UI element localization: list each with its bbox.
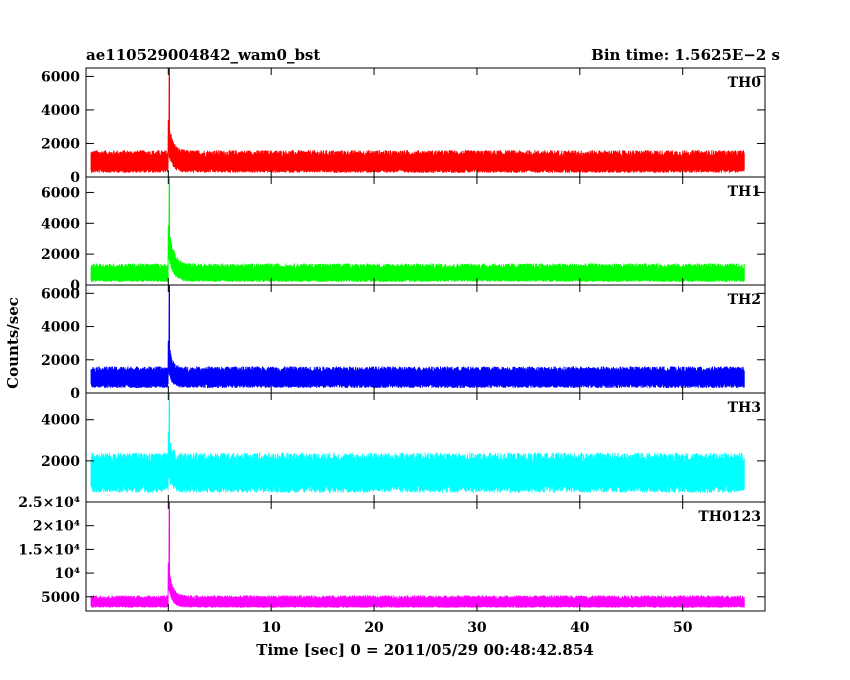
series-line-th2: [90, 284, 745, 389]
panel-th0: 0 2000 4000 6000 TH0: [41, 67, 766, 186]
panel-frame: [85, 501, 766, 612]
series-line-th1: [90, 176, 745, 282]
y-tick-label: 0: [70, 386, 80, 402]
y-tick-label: 2000: [41, 454, 80, 470]
panel-label-th3: TH3: [728, 400, 761, 416]
panel-label-th0: TH0: [728, 75, 762, 91]
y-axis-label: Counts/sec: [4, 297, 22, 389]
y-tick-label: 10⁴: [54, 566, 80, 582]
series-line-th0123: [90, 501, 745, 608]
y-tick-label: 0: [70, 170, 80, 186]
x-tick-label: 50: [673, 620, 693, 636]
series-line-th0: [90, 67, 745, 173]
x-tick-label: 20: [364, 620, 384, 636]
y-tick-label: 2×10⁴: [33, 519, 80, 535]
bin-time-label: Bin time: 1.5625E−2 s: [591, 46, 780, 64]
x-axis: 0 10 20 30 40 50: [163, 620, 692, 636]
y-tick-label: 4000: [41, 216, 80, 232]
y-tick-label: 2000: [41, 247, 80, 263]
x-tick-label: 0: [163, 620, 173, 636]
panels-group: 0 2000 4000 6000 TH0 0 2000 4000 6000 TH1 0 2000 400…: [18, 67, 766, 612]
panel-label-th2: TH2: [728, 292, 761, 308]
x-tick-label: 30: [467, 620, 487, 636]
y-tick-label: 6000: [41, 286, 80, 302]
panel-th0123: 5000 10⁴ 1.5×10⁴ 2×10⁴ 2.5×10⁴ TH0123: [18, 495, 766, 612]
x-tick-label: 40: [570, 620, 590, 636]
y-tick-label: 2.5×10⁴: [18, 495, 80, 511]
x-tick-label: 10: [261, 620, 281, 636]
y-tick-label: 4000: [41, 413, 80, 429]
panel-label-th1: TH1: [728, 184, 761, 200]
x-axis-label: Time [sec] 0 = 2011/05/29 00:48:42.854: [256, 641, 593, 659]
y-tick-label: 5000: [41, 590, 80, 606]
chart-title: ae110529004842_wam0_bst: [86, 46, 320, 64]
series-line-th3: [90, 392, 745, 493]
panel-th3: 2000 4000 TH3: [41, 392, 766, 503]
panel-th1: 0 2000 4000 6000 TH1: [41, 176, 766, 294]
y-tick-label: 1.5×10⁴: [18, 542, 80, 558]
y-tick-label: 0: [70, 278, 80, 294]
y-tick-label: 4000: [41, 320, 80, 336]
y-tick-label: 6000: [41, 185, 80, 201]
panel-label-th0123: TH0123: [698, 509, 761, 525]
y-tick-label: 4000: [41, 103, 80, 119]
y-tick-label: 2000: [41, 136, 80, 152]
y-tick-label: 6000: [41, 69, 80, 85]
y-tick-label: 2000: [41, 353, 80, 369]
panel-th2: 0 2000 4000 6000 TH2: [41, 284, 766, 402]
